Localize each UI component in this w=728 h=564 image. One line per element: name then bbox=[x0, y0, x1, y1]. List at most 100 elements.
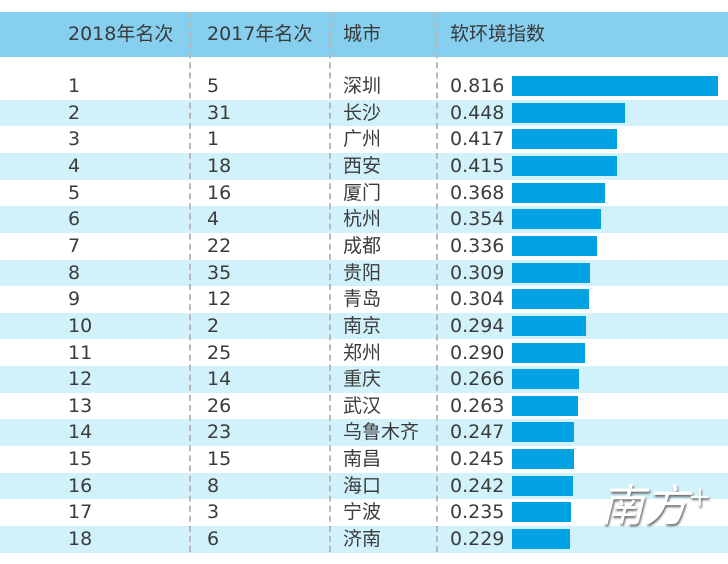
rank-2018: 15 bbox=[68, 448, 93, 471]
city: 贵阳 bbox=[343, 261, 382, 284]
table-row: 10 2 南京 0.294 bbox=[0, 312, 728, 340]
table-row: 5 16 厦门 0.368 bbox=[0, 180, 728, 207]
rank-2017: 23 bbox=[207, 421, 232, 444]
city: 西安 bbox=[343, 154, 382, 177]
rank-2017: 14 bbox=[207, 368, 232, 391]
column-divider bbox=[189, 12, 191, 552]
city: 重庆 bbox=[343, 368, 382, 391]
rank-2018: 4 bbox=[68, 154, 81, 177]
index-value: 0.242 bbox=[450, 474, 505, 497]
index-value: 0.336 bbox=[450, 234, 505, 257]
header-index: 软环境指数 bbox=[450, 23, 546, 45]
city: 广州 bbox=[343, 128, 382, 151]
rank-2018: 1 bbox=[68, 75, 81, 97]
rank-2017: 4 bbox=[207, 208, 220, 231]
column-divider bbox=[436, 12, 438, 552]
index-bar bbox=[512, 422, 575, 443]
table-row: 3 1 广州 0.417 bbox=[0, 126, 728, 153]
rank-2017: 25 bbox=[207, 341, 232, 364]
index-value: 0.415 bbox=[450, 154, 505, 177]
rank-2018: 12 bbox=[68, 368, 93, 391]
index-bar bbox=[512, 342, 586, 363]
table-row: 9 12 青岛 0.304 bbox=[0, 286, 728, 313]
index-value: 0.309 bbox=[450, 261, 505, 284]
index-bar bbox=[512, 529, 570, 550]
rank-2018: 9 bbox=[68, 288, 81, 311]
index-value: 0.229 bbox=[450, 528, 505, 551]
city: 南京 bbox=[343, 314, 382, 337]
table-row: 12 14 重庆 0.266 bbox=[0, 366, 728, 393]
table-row: 18 6 济南 0.229 bbox=[0, 526, 728, 553]
rank-2018: 6 bbox=[68, 208, 81, 231]
index-bar bbox=[512, 76, 719, 96]
index-bar bbox=[512, 262, 591, 283]
rank-2017: 2 bbox=[207, 314, 220, 337]
city: 武汉 bbox=[343, 394, 382, 417]
rank-2018: 10 bbox=[68, 314, 93, 337]
rank-2018: 18 bbox=[68, 528, 93, 551]
index-bar bbox=[512, 289, 589, 310]
rank-2017: 31 bbox=[207, 101, 232, 124]
rank-2018: 2 bbox=[68, 101, 81, 124]
index-bar bbox=[512, 209, 602, 230]
index-value: 0.245 bbox=[450, 448, 505, 471]
table-row: 7 22 成都 0.336 bbox=[0, 233, 728, 260]
index-bar bbox=[512, 395, 579, 416]
rank-2017: 16 bbox=[207, 181, 232, 204]
city: 厦门 bbox=[343, 181, 382, 204]
table-row: 1 5 深圳 0.816 bbox=[0, 73, 728, 100]
rank-2017: 18 bbox=[207, 154, 232, 177]
city: 郑州 bbox=[343, 341, 382, 364]
rank-2018: 7 bbox=[68, 234, 81, 257]
header-rank-2017: 2017年名次 bbox=[207, 23, 313, 45]
index-bar bbox=[512, 475, 574, 496]
table-row: 14 23 乌鲁木齐 0.247 bbox=[0, 419, 728, 447]
index-value: 0.417 bbox=[450, 128, 505, 151]
city: 深圳 bbox=[343, 75, 382, 97]
table-header: 2018年名次 2017年名次 城市 软环境指数 bbox=[0, 12, 728, 57]
rank-2017: 6 bbox=[207, 528, 220, 551]
table-row: 13 26 武汉 0.263 bbox=[0, 393, 728, 420]
index-value: 0.235 bbox=[450, 501, 505, 524]
index-bar bbox=[512, 315, 587, 336]
index-bar bbox=[512, 129, 618, 150]
index-value: 0.290 bbox=[450, 341, 505, 364]
index-value: 0.294 bbox=[450, 314, 505, 337]
table-row: 15 15 南昌 0.245 bbox=[0, 446, 728, 473]
city: 成都 bbox=[343, 234, 382, 257]
index-bar bbox=[512, 502, 572, 523]
index-bar bbox=[512, 182, 605, 203]
index-bar bbox=[512, 449, 574, 470]
table-row: 6 4 杭州 0.354 bbox=[0, 206, 728, 233]
rank-2017: 15 bbox=[207, 448, 232, 471]
column-divider bbox=[329, 12, 331, 552]
table-row: 8 35 贵阳 0.309 bbox=[0, 259, 728, 287]
city: 杭州 bbox=[343, 208, 382, 231]
table-row: 11 25 郑州 0.290 bbox=[0, 340, 728, 367]
index-value: 0.448 bbox=[450, 101, 505, 124]
index-value: 0.816 bbox=[450, 75, 505, 97]
rank-2017: 35 bbox=[207, 261, 232, 284]
table-row: 2 31 长沙 0.448 bbox=[0, 99, 728, 127]
index-bar bbox=[512, 155, 617, 176]
rank-2018: 13 bbox=[68, 394, 93, 417]
watermark-logo: 南方+ bbox=[600, 479, 712, 532]
rank-2018: 16 bbox=[68, 474, 93, 497]
rank-2018: 14 bbox=[68, 421, 93, 444]
city: 海口 bbox=[343, 474, 382, 497]
table-row: 17 3 宁波 0.235 bbox=[0, 499, 728, 526]
city: 长沙 bbox=[343, 101, 382, 124]
rank-2018: 17 bbox=[68, 501, 93, 524]
table-row: 4 18 西安 0.415 bbox=[0, 152, 728, 180]
index-value: 0.263 bbox=[450, 394, 505, 417]
rank-2018: 5 bbox=[68, 181, 81, 204]
rank-2017: 3 bbox=[207, 501, 220, 524]
city: 青岛 bbox=[343, 288, 382, 311]
index-value: 0.354 bbox=[450, 208, 505, 231]
header-city: 城市 bbox=[343, 23, 382, 45]
index-bar bbox=[512, 369, 580, 390]
city: 乌鲁木齐 bbox=[343, 421, 420, 444]
rank-2018: 3 bbox=[68, 128, 81, 151]
table-row: 16 8 海口 0.242 bbox=[0, 472, 728, 500]
rank-2017: 8 bbox=[207, 474, 220, 497]
